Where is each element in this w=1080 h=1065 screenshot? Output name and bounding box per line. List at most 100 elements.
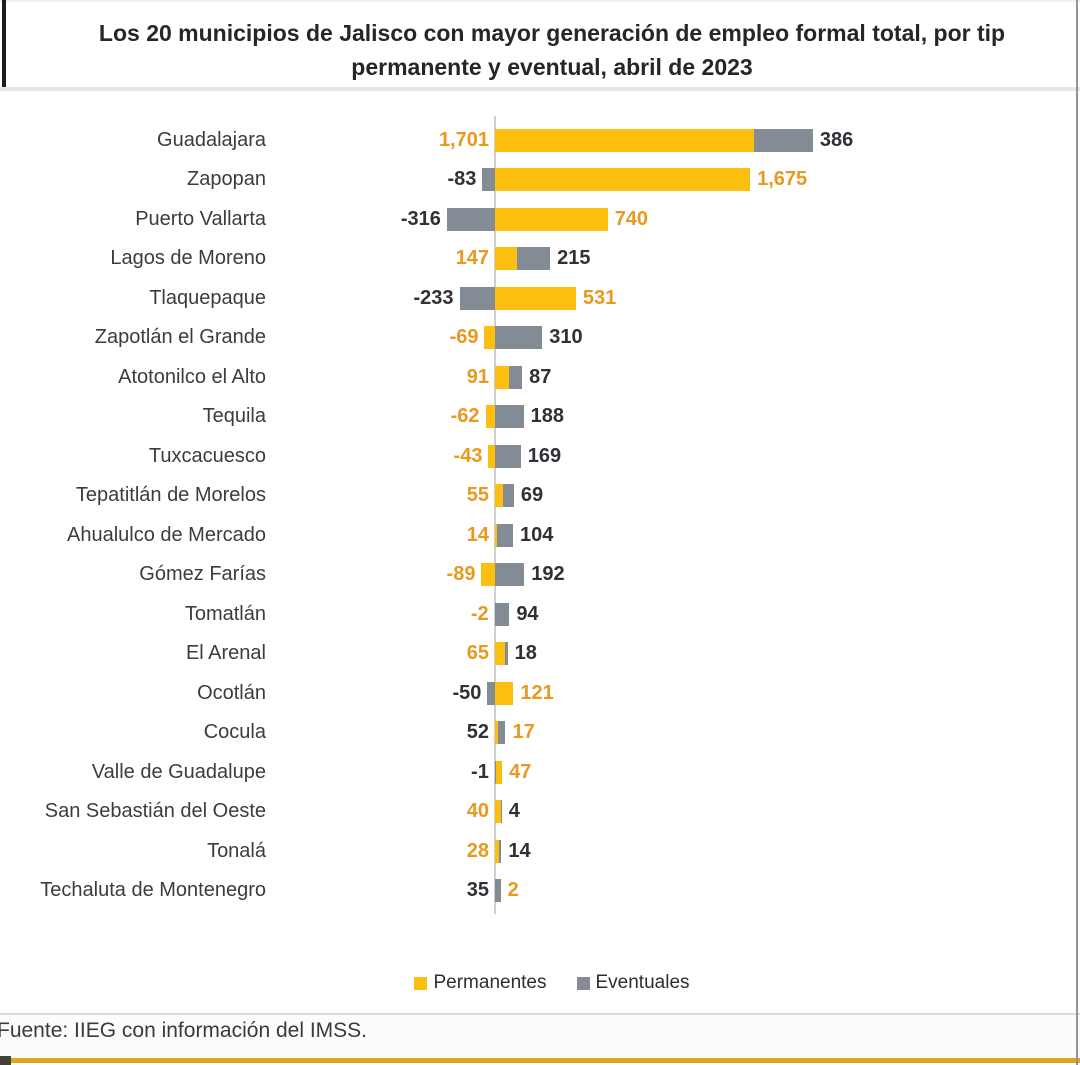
value-label-eventuales: 4 [508, 800, 520, 822]
bar-permanentes [495, 839, 500, 863]
chart-row: Tlaquepaque -233 531 [0, 279, 1080, 319]
category-label: Ahualulco de Mercado [66, 523, 266, 546]
category-label: Tonalá [207, 839, 266, 862]
legend-swatch-permanentes [414, 976, 428, 990]
bar-eventuales [459, 286, 495, 310]
chart-title-line1: Los 20 municipios de Jalisco con mayor g… [98, 20, 1006, 46]
bar-permanentes [495, 523, 498, 547]
bar-eventuales [497, 721, 506, 744]
source-text: Fuente: IIEG con información del IMSS. [0, 1019, 368, 1042]
value-label-permanentes: 1,701 [438, 128, 489, 151]
bar-eventuales [517, 247, 551, 270]
bar-permanentes [495, 642, 505, 665]
bar-eventuales [497, 523, 513, 547]
value-label-eventuales: 94 [516, 602, 539, 625]
chart-row: San Sebastián del Oeste 40 4 [0, 792, 1080, 832]
value-label-eventuales: -1 [471, 760, 489, 783]
bottom-left-corner [0, 1056, 11, 1065]
category-label: Tlaquepaque [149, 286, 266, 309]
bar-permanentes [485, 405, 495, 428]
category-label: Tepatitlán de Morelos [75, 484, 266, 506]
value-label-permanentes: 14 [466, 523, 489, 546]
chart-row: Tepatitlán de Morelos 55 69 [0, 476, 1080, 516]
right-border [1076, 0, 1078, 1065]
bar-permanentes [495, 128, 755, 152]
bar-permanentes [495, 800, 502, 823]
bar-eventuales [495, 602, 510, 626]
value-label-permanentes: 28 [466, 839, 489, 862]
value-label-eventuales: -50 [452, 681, 482, 704]
zero-axis-line [494, 116, 496, 914]
bar-eventuales [446, 207, 495, 231]
bar-permanentes [495, 365, 509, 389]
bar-eventuales [504, 642, 508, 665]
chart-legend: Permanentes Eventuales [0, 968, 1080, 998]
chart-row: Guadalajara 1,701 386 [0, 121, 1080, 161]
value-label-permanentes: 91 [466, 365, 489, 388]
category-label: Lagos de Moreno [110, 247, 266, 269]
title-divider [0, 87, 1080, 91]
value-label-eventuales: -83 [447, 168, 477, 190]
bar-permanentes [481, 563, 495, 586]
category-label: El Arenal [185, 642, 266, 664]
chart-row: Cocula 52 17 [0, 713, 1080, 753]
top-edge-line [0, 0, 1080, 2]
chart-row: Atotonilco el Alto 91 87 [0, 358, 1080, 398]
value-label-eventuales: 310 [549, 326, 583, 348]
value-label-eventuales: 35 [466, 879, 489, 901]
value-label-eventuales: 69 [520, 484, 544, 506]
chart-row: Techaluta de Montenegro 35 2 [0, 871, 1080, 911]
bar-permanentes [495, 247, 518, 270]
chart-row: Valle de Guadalupe -1 47 [0, 753, 1080, 793]
value-label-permanentes: 147 [455, 247, 489, 269]
category-label: Cocula [203, 721, 266, 743]
chart-row: Zapotlán el Grande -69 310 [0, 318, 1080, 358]
value-label-permanentes: 17 [512, 721, 535, 743]
bar-permanentes [495, 168, 751, 191]
bar-eventuales [495, 879, 501, 902]
category-label: San Sebastián del Oeste [44, 800, 266, 822]
bottom-gold-line [0, 1058, 1080, 1063]
bar-permanentes [488, 444, 495, 468]
value-label-permanentes: -69 [449, 326, 479, 348]
bar-eventuales [754, 128, 813, 152]
value-label-permanentes: 2 [507, 879, 519, 901]
value-label-eventuales: 386 [819, 128, 854, 151]
value-label-eventuales: 192 [531, 563, 565, 585]
bar-permanentes [495, 484, 504, 507]
value-label-permanentes: -43 [453, 444, 483, 467]
value-label-permanentes: -62 [450, 405, 480, 427]
bar-eventuales [495, 405, 524, 428]
chart-title: Los 20 municipios de Jalisco con mayor g… [0, 16, 1080, 84]
bar-eventuales [508, 365, 523, 389]
chart-row: Tequila -62 188 [0, 397, 1080, 437]
bar-eventuales [495, 444, 521, 468]
left-border [2, 0, 6, 90]
category-label: Tequila [202, 405, 266, 427]
bar-permanentes [495, 286, 576, 310]
chart-title-line2: permanente y eventual, abril de 2023 [351, 54, 753, 80]
chart-row: Puerto Vallarta -316 740 [0, 200, 1080, 240]
value-label-permanentes: 531 [582, 286, 617, 309]
chart-row: Zapopan -83 1,675 [0, 160, 1080, 200]
category-label: Zapotlán el Grande [94, 326, 266, 348]
value-label-permanentes: 55 [466, 484, 489, 506]
category-label: Valle de Guadalupe [91, 760, 266, 783]
value-label-eventuales: 18 [514, 642, 537, 664]
value-label-eventuales: 104 [519, 523, 554, 546]
value-label-eventuales: 14 [508, 839, 531, 862]
legend-item-eventuales: Eventuales [576, 972, 690, 994]
chart-row: Ahualulco de Mercado 14 104 [0, 516, 1080, 556]
value-label-permanentes: 121 [520, 681, 554, 704]
bar-permanentes [495, 681, 514, 705]
legend-label: Eventuales [595, 972, 690, 993]
value-label-eventuales: 215 [557, 247, 591, 269]
chart-row: Ocotlán -50 121 [0, 674, 1080, 714]
category-label: Gómez Farías [139, 563, 266, 585]
chart-row: El Arenal 65 18 [0, 634, 1080, 674]
category-label: Zapopan [187, 168, 266, 190]
category-label: Tomatlán [184, 602, 266, 625]
value-label-permanentes: 47 [509, 760, 532, 783]
